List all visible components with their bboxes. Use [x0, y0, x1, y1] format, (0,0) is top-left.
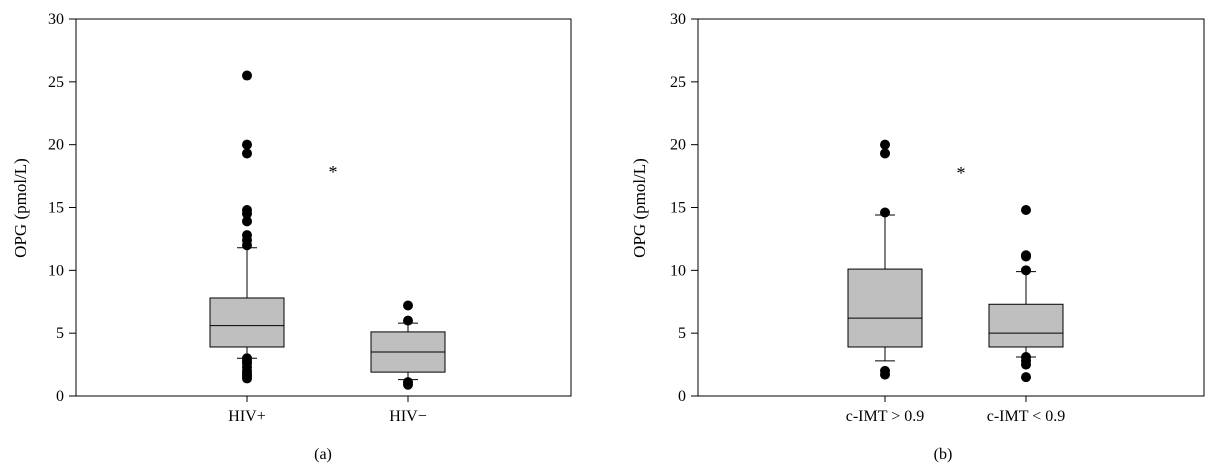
x-labels: HIV+ HIV− — [228, 408, 426, 425]
outlier-point — [403, 315, 413, 326]
significance-marker: * — [957, 163, 966, 183]
outlier-point — [1021, 372, 1031, 383]
plot-frame — [697, 18, 1205, 397]
panel-b: OPG (pmol/L) * (b) 0 5 10 15 20 25 30 c-IMT > … — [630, 11, 1205, 463]
box-iqr — [209, 297, 285, 348]
y-tick-label: 10 — [670, 262, 686, 279]
y-tick-label: 30 — [48, 11, 64, 28]
outlier-point — [242, 139, 252, 150]
y-ticks: 0 5 10 15 20 25 30 — [670, 11, 698, 405]
outlier-point — [242, 148, 252, 159]
panel-label: (b) — [934, 446, 953, 463]
boxes — [209, 70, 446, 402]
plot-frame — [75, 18, 572, 397]
outlier-point — [242, 230, 252, 241]
outlier-point — [403, 300, 413, 311]
y-tick-label: 10 — [48, 262, 64, 279]
outlier-point — [1021, 352, 1031, 363]
y-tick-label: 5 — [678, 325, 686, 342]
outlier-point — [242, 216, 252, 227]
y-tick-label: 5 — [56, 325, 64, 342]
outlier-point — [242, 205, 252, 216]
y-tick-label: 15 — [48, 200, 64, 217]
x-tick-label: HIV+ — [228, 408, 265, 425]
panel-a: OPG (pmol/L) * (a) 0 5 10 15 20 25 30 HIV+ HIV− — [11, 11, 572, 463]
box-iqr — [988, 303, 1064, 348]
boxes — [847, 139, 1064, 402]
x-labels: c-IMT > 0.9 c-IMT < 0.9 — [846, 408, 1066, 425]
x-tick-label: c-IMT > 0.9 — [846, 408, 925, 425]
y-tick-label: 20 — [670, 137, 686, 154]
x-tick-label: c-IMT < 0.9 — [987, 408, 1066, 425]
outlier-point — [880, 148, 890, 159]
outlier-point — [880, 365, 890, 376]
y-tick-label: 25 — [48, 74, 64, 91]
outlier-point — [1021, 265, 1031, 276]
outlier-point — [242, 353, 252, 364]
y-axis-title: OPG (pmol/L) — [11, 158, 30, 258]
panel-label: (a) — [314, 446, 332, 463]
y-tick-label: 30 — [670, 11, 686, 28]
y-tick-label: 0 — [678, 388, 686, 405]
y-tick-label: 25 — [670, 74, 686, 91]
x-tick-label: HIV− — [389, 408, 426, 425]
y-ticks: 0 5 10 15 20 25 30 — [48, 11, 76, 405]
outlier-point — [403, 377, 413, 388]
outlier-point — [880, 207, 890, 218]
outlier-point — [242, 70, 252, 81]
y-tick-label: 20 — [48, 137, 64, 154]
outlier-point — [1021, 205, 1031, 216]
y-tick-label: 15 — [670, 200, 686, 217]
y-axis-title: OPG (pmol/L) — [630, 158, 649, 258]
significance-marker: * — [329, 162, 338, 182]
outlier-point — [1021, 250, 1031, 261]
box-iqr — [847, 268, 923, 348]
y-tick-label: 0 — [56, 388, 64, 405]
outlier-point — [880, 139, 890, 150]
